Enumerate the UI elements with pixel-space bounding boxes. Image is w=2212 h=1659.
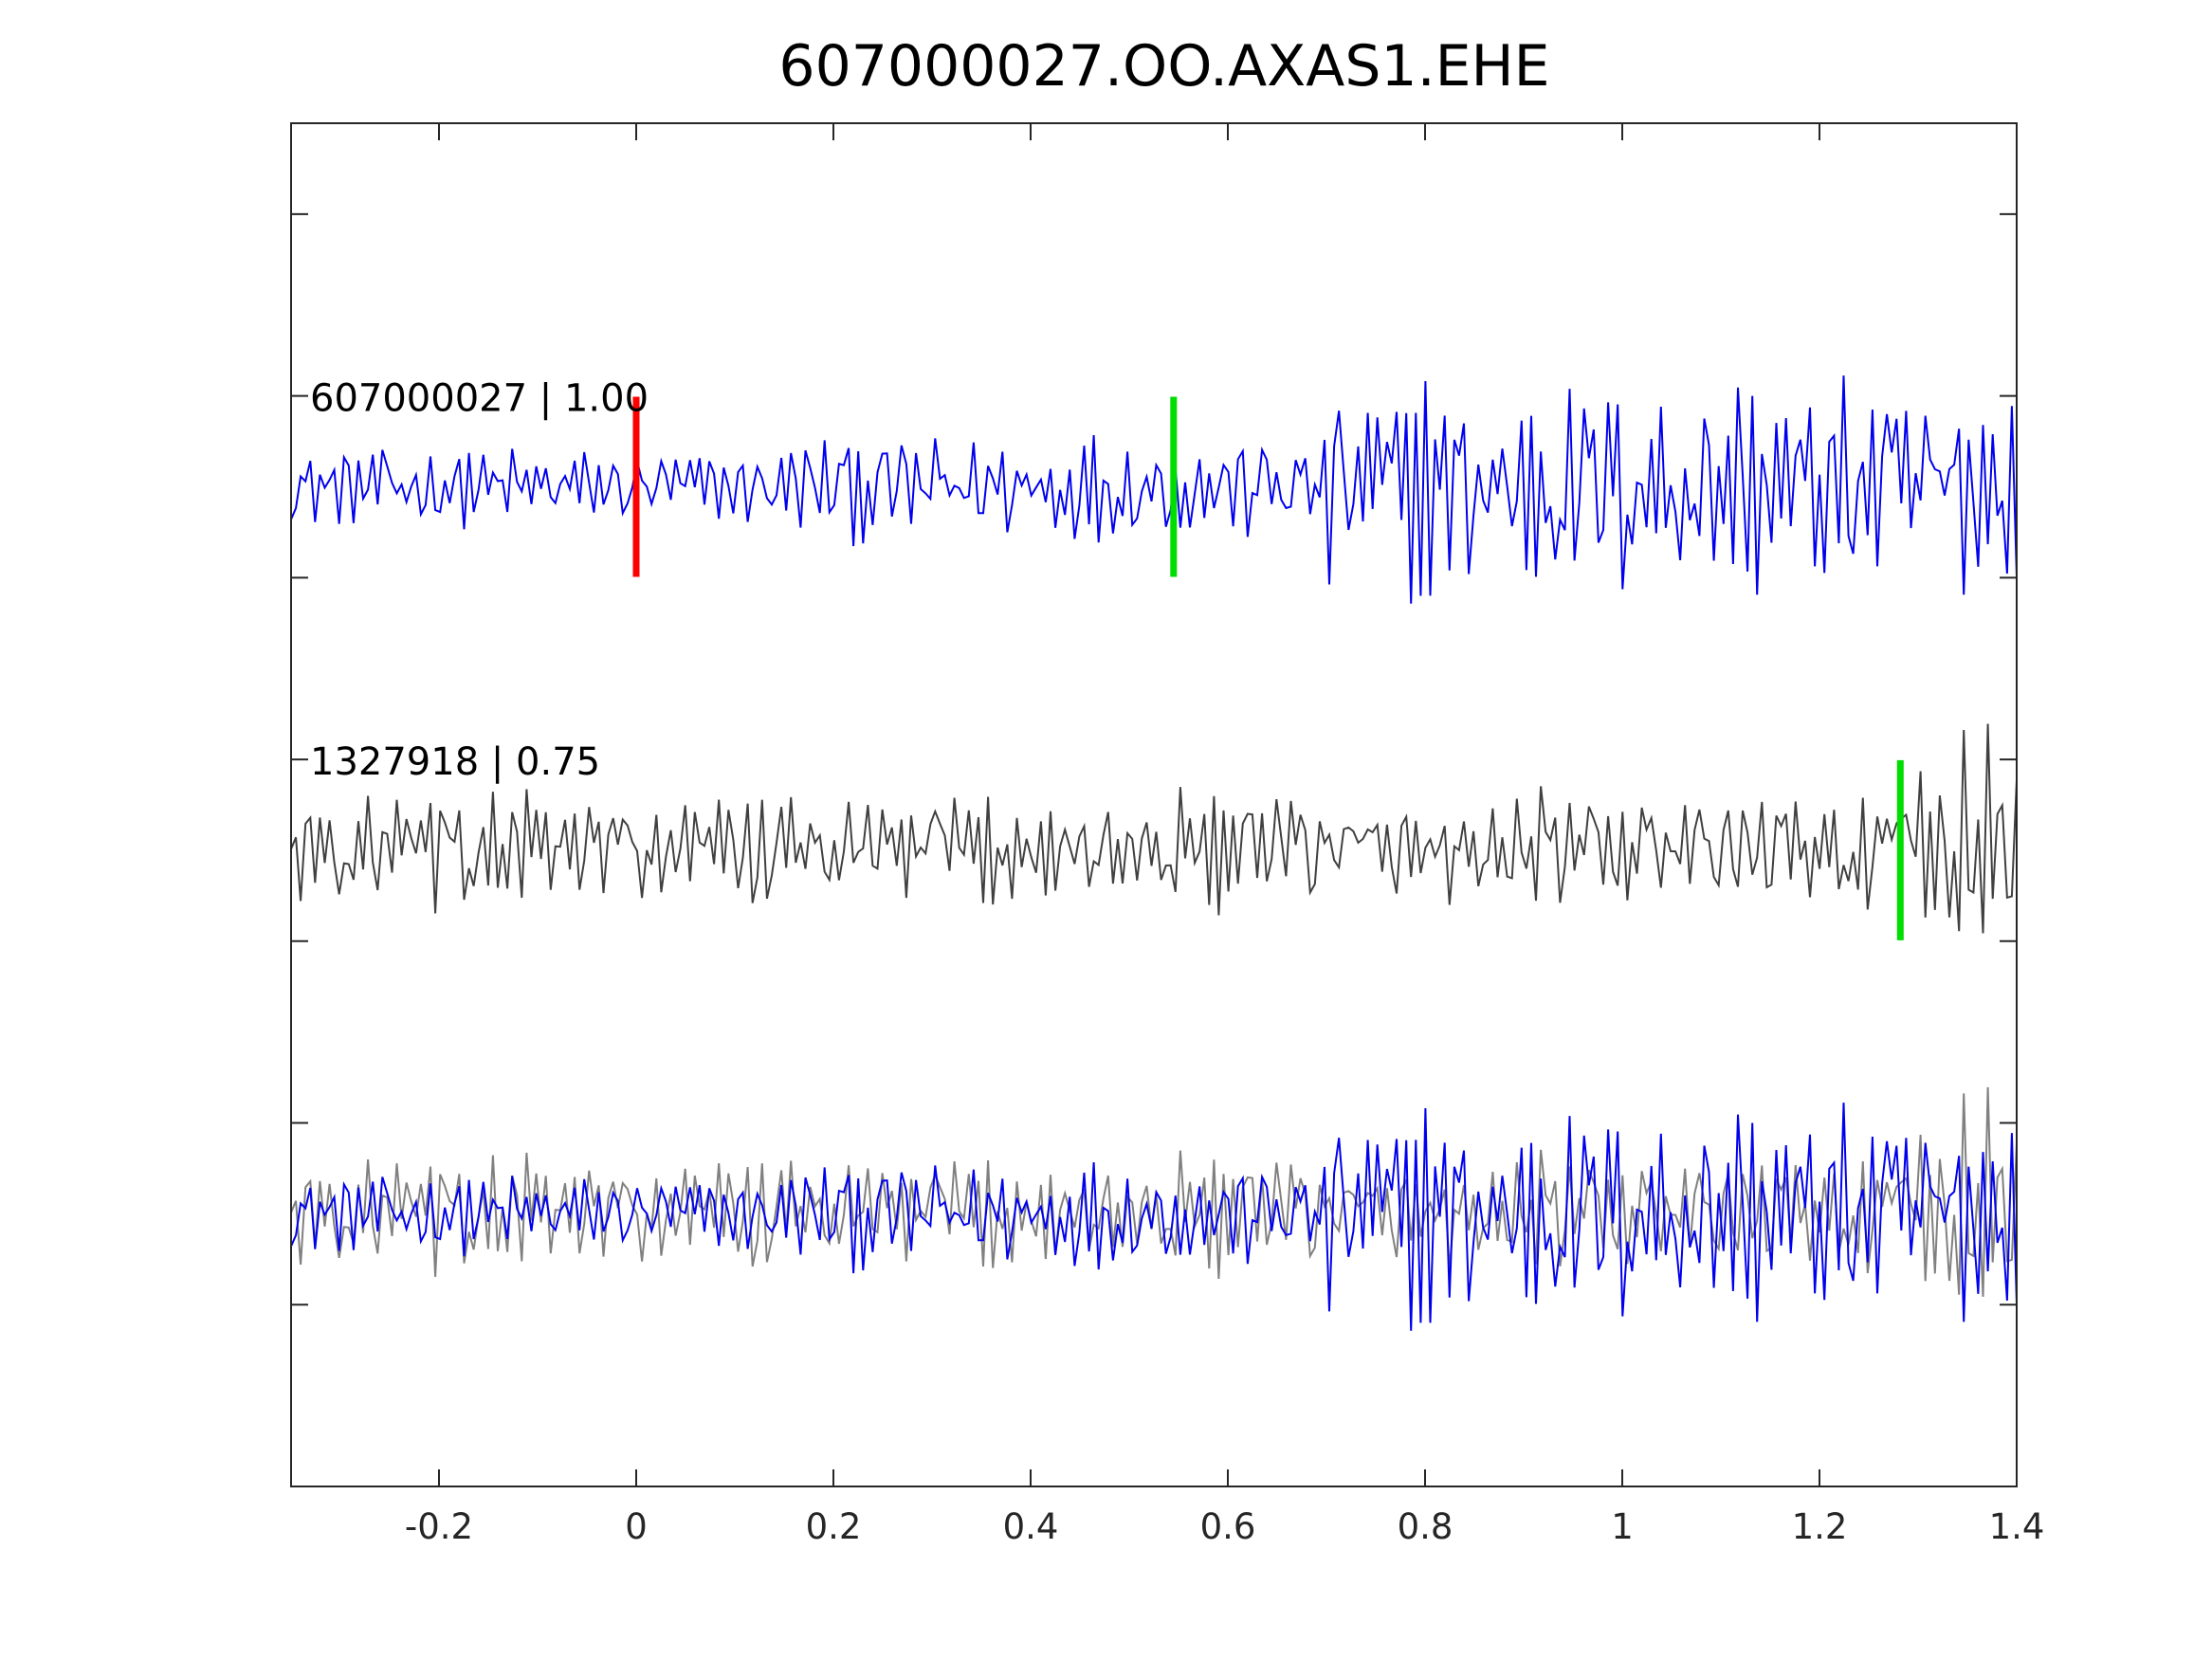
axes-box bbox=[290, 122, 2018, 1487]
overlay-template bbox=[290, 1103, 2018, 1331]
trace-label-layer: 607000027 | 1.00 1327918 | 0.75 bbox=[310, 376, 649, 783]
x-tick-label: 0.4 bbox=[1003, 1506, 1059, 1547]
x-tick-label: 1 bbox=[1611, 1506, 1634, 1547]
overlay-layer bbox=[290, 1086, 2018, 1331]
x-tick-label: 0 bbox=[625, 1506, 648, 1547]
trace-template bbox=[290, 375, 2018, 604]
overlay-detection bbox=[290, 1086, 2018, 1297]
x-tick-label: 1.2 bbox=[1792, 1506, 1848, 1547]
trace-label: 607000027 | 1.00 bbox=[310, 376, 649, 420]
trace-layer bbox=[290, 375, 2018, 934]
trace-detection bbox=[290, 723, 2018, 934]
x-tick-label: 0.6 bbox=[1200, 1506, 1256, 1547]
trace-label: 1327918 | 0.75 bbox=[310, 740, 600, 784]
axes: -0.2 0 0.2 0.4 0.6 0.8 1 1.2 1.4 bbox=[290, 122, 2045, 1547]
x-tick-label: 0.2 bbox=[806, 1506, 862, 1547]
x-tick-label: -0.2 bbox=[405, 1506, 473, 1547]
x-tick-label: 1.4 bbox=[1989, 1506, 2045, 1547]
chart-title: 607000027.OO.AXAS1.EHE bbox=[778, 33, 1549, 100]
x-tick-label: 0.8 bbox=[1398, 1506, 1453, 1547]
pick-marker-layer bbox=[632, 396, 1904, 940]
